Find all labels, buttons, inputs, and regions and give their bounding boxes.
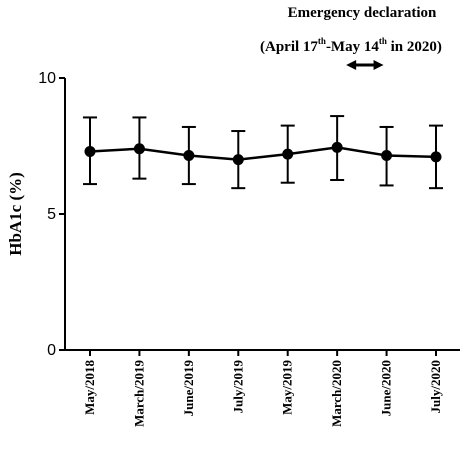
data-point	[282, 148, 294, 160]
data-points	[84, 141, 442, 166]
x-tick-label: March/2019	[131, 360, 146, 427]
annotation-title: Emergency declaration	[288, 5, 437, 21]
x-tick-label: June/2020	[379, 360, 394, 416]
x-ticks: May/2018 March/2019 June/2019 July/2019 May/…	[82, 350, 443, 427]
annotation-period-tail: in 2020)	[387, 39, 442, 55]
annotation-end-sup: th	[379, 36, 387, 46]
error-bars	[83, 115, 443, 190]
data-point	[84, 145, 96, 157]
x-tick-label: July/2020	[428, 360, 443, 413]
x-tick-label: May/2018	[82, 360, 97, 415]
annotation-open-paren: (	[260, 39, 265, 55]
y-axis-label: HbA1c (%)	[6, 172, 25, 256]
y-tick-label: 5	[47, 206, 56, 223]
data-point	[331, 141, 343, 153]
annotation-period-sep: -May 14	[326, 39, 379, 55]
y-tick-label: 0	[47, 342, 56, 359]
data-point	[430, 151, 442, 163]
y-ticks: 0 5 10	[38, 70, 65, 359]
x-tick-label: June/2019	[181, 360, 196, 417]
x-tick-label: May/2019	[280, 360, 295, 415]
annotation-start-sup: th	[318, 36, 326, 46]
series-line	[89, 146, 437, 161]
y-tick-label: 10	[38, 70, 56, 87]
data-point	[133, 143, 145, 155]
emergency-period-arrow	[346, 60, 384, 70]
arrow-head-left	[346, 60, 357, 70]
x-tick-label: July/2019	[230, 360, 245, 414]
annotation-period: (April 17th-May 14th in 2020)	[260, 36, 442, 55]
arrow-head-right	[373, 60, 384, 70]
annotation-period-start: April 17	[265, 39, 318, 55]
data-point	[183, 150, 195, 162]
data-point	[381, 150, 393, 162]
x-tick-label: March/2020	[329, 360, 344, 427]
data-point	[232, 154, 244, 166]
